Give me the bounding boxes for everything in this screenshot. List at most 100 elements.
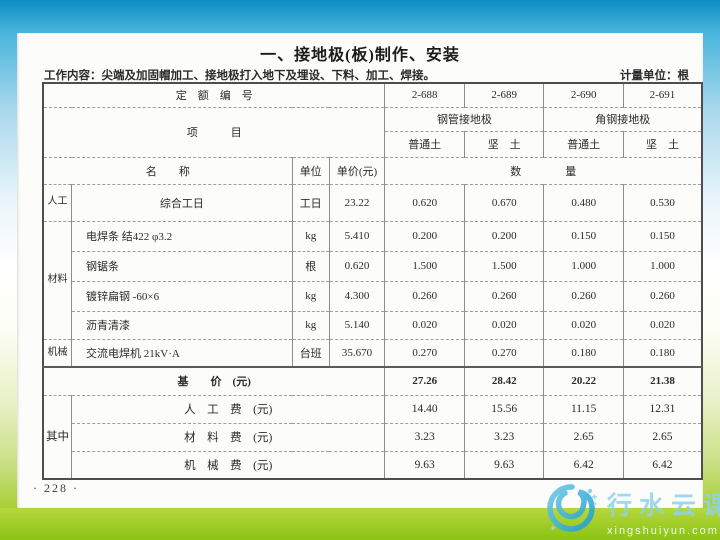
qty-value-cell: 0.020 <box>463 310 544 339</box>
fee-label-cell: 机 械 费 (元) <box>70 450 385 479</box>
table-row: 材料 电焊条 结422 φ3.2 kg 5.410 0.200 0.200 0.… <box>42 220 702 339</box>
qty-value-cell: 0.270 <box>384 338 465 367</box>
qty-value-cell: 0.180 <box>622 338 702 367</box>
name-cell: 钢锯条 <box>71 250 293 281</box>
page-title: 一、接地极(板)制作、安装 <box>260 47 460 64</box>
among-label-cell: 其中 <box>42 394 72 479</box>
unit-cell: 台班 <box>291 338 330 367</box>
unit-cell: kg <box>291 310 330 339</box>
qty-value-cell: 0.150 <box>543 220 624 251</box>
price-cell: 5.140 <box>328 310 385 339</box>
qty-value-cell: 1.000 <box>543 250 624 281</box>
soil-cell: 坚 土 <box>622 130 702 157</box>
table-row: 材 料 费 (元) 3.23 3.23 2.65 2.65 <box>43 422 702 451</box>
fee-value-cell: 11.15 <box>543 394 624 423</box>
qty-value-cell: 0.150 <box>622 220 702 251</box>
fee-value-cell: 9.63 <box>463 450 544 479</box>
fee-label-cell: 材 料 费 (元) <box>70 422 385 451</box>
fee-value-cell: 9.63 <box>384 450 465 479</box>
soil-cell: 坚 土 <box>463 130 544 157</box>
table-row: 钢锯条 根 0.620 1.500 1.500 1.000 1.000 <box>43 250 702 281</box>
table-row: 机 械 费 (元) 9.63 9.63 6.42 6.42 <box>43 450 702 479</box>
fee-value-cell: 12.31 <box>622 394 702 423</box>
scanned-page: 一、接地极(板)制作、安装 工作内容：尖端及加固帽加工、接地极打入地下及埋设、下… <box>17 33 703 508</box>
qty-value-cell: 0.260 <box>622 280 702 311</box>
table-row: 机械 交流电焊机 21kV·A 台班 35.670 0.270 0.270 0.… <box>42 338 702 367</box>
group-cell: 钢管接地极 <box>384 106 544 131</box>
table-row: 基 价 (元) 27.26 28.42 20.22 21.38 <box>42 366 702 395</box>
qty-value-cell: 0.260 <box>384 280 465 311</box>
wave-swirl-logo-icon <box>547 484 597 532</box>
qty-value-cell: 0.620 <box>384 183 465 221</box>
top-accent-bar <box>0 0 720 33</box>
table-row: 普通土 坚 土 普通土 坚 土 <box>43 130 702 157</box>
code-cell: 2-689 <box>463 82 544 107</box>
quota-table: 定 额 编 号 2-688 2-689 2-690 2-691 项 目 钢管接地… <box>42 82 703 480</box>
base-price-cell: 20.22 <box>543 366 624 395</box>
work-content-line: 工作内容：尖端及加固帽加工、接地极打入地下及埋设、下料、加工、焊接。 计量单位：… <box>44 67 689 83</box>
qty-value-cell: 0.260 <box>543 280 624 311</box>
price-header-cell: 单价(元) <box>328 156 385 184</box>
soil-cell: 普通土 <box>543 130 624 157</box>
unit-cell: kg <box>291 220 330 251</box>
fee-value-cell: 2.65 <box>543 422 624 451</box>
price-cell: 0.620 <box>328 250 385 281</box>
base-price-cell: 28.42 <box>463 366 544 395</box>
base-price-label-cell: 基 价 (元) <box>42 366 385 395</box>
price-cell: 23.22 <box>328 183 385 221</box>
watermark-brand: 行水云课 <box>607 492 720 520</box>
qty-value-cell: 0.020 <box>543 310 624 339</box>
category-cell: 机械 <box>42 338 72 367</box>
soil-cell: 普通土 <box>384 130 465 157</box>
name-cell: 交流电焊机 21kV·A <box>71 338 293 367</box>
category-cell: 材料 <box>42 220 72 339</box>
qty-value-cell: 0.480 <box>543 183 624 221</box>
fee-value-cell: 6.42 <box>622 450 702 479</box>
qty-value-cell: 0.020 <box>384 310 465 339</box>
fee-value-cell: 15.56 <box>463 394 544 423</box>
table-row: 镀锌扁钢 -60×6 kg 4.300 0.260 0.260 0.260 0.… <box>43 280 702 311</box>
category-cell: 人工 <box>42 183 72 221</box>
watermark: 行水云课 xingshuiyun.com <box>545 482 720 537</box>
table-row: 沥青清漆 kg 5.140 0.020 0.020 0.020 0.020 <box>43 310 702 339</box>
unit-header-cell: 单位 <box>291 156 330 184</box>
fee-value-cell: 3.23 <box>384 422 465 451</box>
fee-value-cell: 3.23 <box>463 422 544 451</box>
table-row: 项 目 钢管接地极 角钢接地极 <box>42 106 702 157</box>
page-number: · 228 · <box>33 481 79 495</box>
name-cell: 镀锌扁钢 -60×6 <box>71 280 293 311</box>
name-cell: 沥青清漆 <box>71 310 293 339</box>
work-content-text: 工作内容：尖端及加固帽加工、接地极打入地下及埋设、下料、加工、焊接。 <box>44 70 435 82</box>
item-header-cell: 项 目 <box>42 106 385 157</box>
code-cell: 2-690 <box>543 82 624 107</box>
table-row: 定 额 编 号 2-688 2-689 2-690 2-691 <box>42 82 702 107</box>
qty-value-cell: 0.200 <box>384 220 465 251</box>
price-cell: 4.300 <box>328 280 385 311</box>
qty-header-cell: 数 量 <box>384 156 702 184</box>
qty-value-cell: 0.020 <box>622 310 702 339</box>
table-row: 其中 人 工 费 (元) 14.40 15.56 11.15 12.31 <box>42 394 702 479</box>
qty-value-cell: 0.530 <box>622 183 702 221</box>
unit-cell: 工日 <box>291 183 330 221</box>
name-cell: 综合工日 <box>71 183 293 221</box>
base-price-cell: 21.38 <box>622 366 702 395</box>
bottom-accent-bar <box>0 508 720 540</box>
qty-value-cell: 1.500 <box>384 250 465 281</box>
qty-value-cell: 0.670 <box>463 183 544 221</box>
unit-cell: kg <box>291 280 330 311</box>
price-cell: 35.670 <box>328 338 385 367</box>
table-row: 名 称 单位 单价(元) 数 量 <box>42 156 702 184</box>
qty-value-cell: 0.270 <box>463 338 544 367</box>
watermark-domain: xingshuiyun.com <box>607 525 719 537</box>
price-cell: 5.410 <box>328 220 385 251</box>
watermark-text: 行水云课 xingshuiyun.com <box>607 486 720 537</box>
qty-value-cell: 1.000 <box>622 250 702 281</box>
table-row: 人工 综合工日 工日 23.22 0.620 0.670 0.480 0.530 <box>42 183 702 221</box>
unit-cell: 根 <box>291 250 330 281</box>
fee-label-cell: 人 工 费 (元) <box>70 394 385 423</box>
name-header-cell: 名 称 <box>42 156 293 184</box>
fee-value-cell: 2.65 <box>622 422 702 451</box>
qty-value-cell: 0.180 <box>543 338 624 367</box>
base-price-cell: 27.26 <box>384 366 465 395</box>
